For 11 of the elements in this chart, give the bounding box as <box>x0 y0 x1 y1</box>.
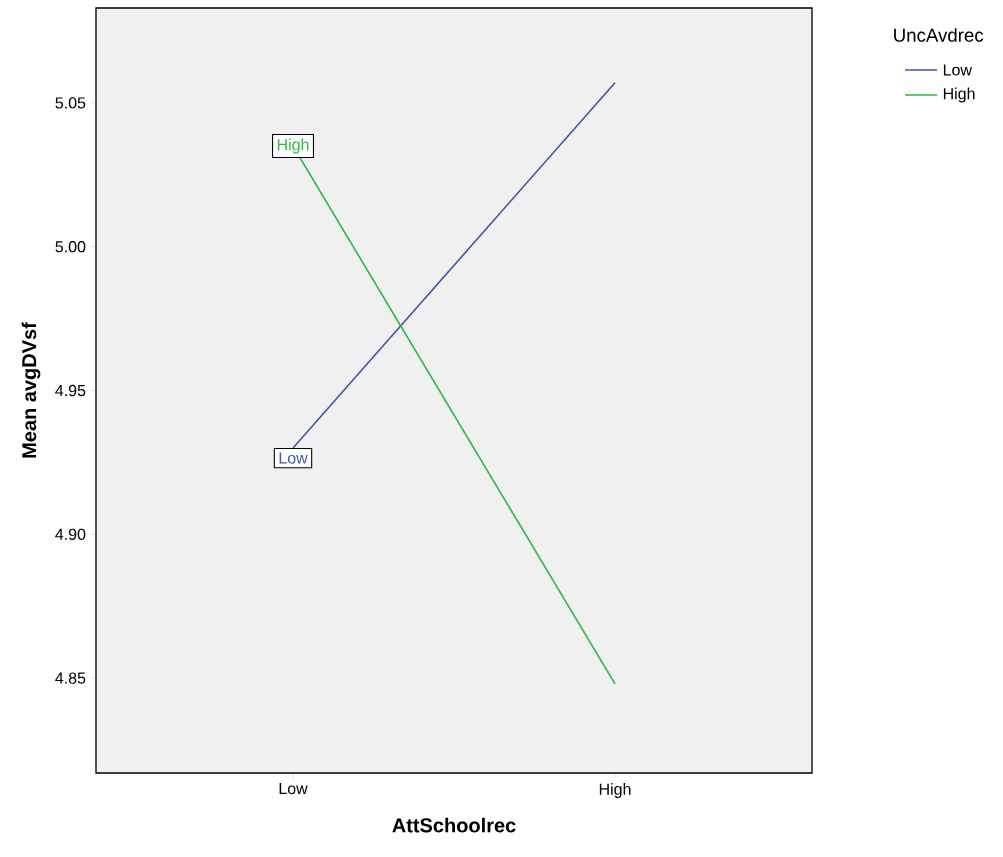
y-tick-label: 5.05 <box>55 97 86 109</box>
y-tick-label: 4.90 <box>55 528 86 540</box>
y-axis-title: Mean avgDVsf <box>21 322 41 458</box>
x-axis-title: AttSchoolrec <box>392 817 516 833</box>
legend-label: Low <box>943 64 972 76</box>
legend-label: High <box>943 87 975 103</box>
text: Low <box>279 452 308 464</box>
y-tick-label: 4.85 <box>55 672 86 684</box>
legend-title: UncAvdrec <box>894 28 984 42</box>
y-tick-label: 5.00 <box>55 241 86 253</box>
y-tick-label: 4.95 <box>55 384 86 397</box>
